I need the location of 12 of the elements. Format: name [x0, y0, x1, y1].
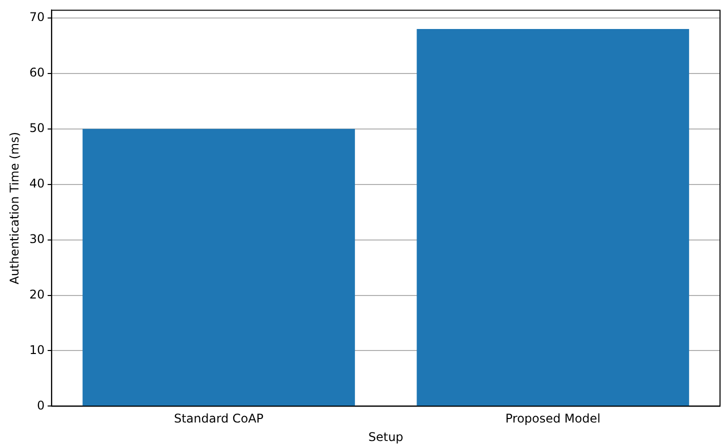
- y-tick-label: 30: [29, 232, 45, 246]
- x-tick-label: Standard CoAP: [174, 412, 264, 426]
- y-tick-label: 50: [29, 121, 45, 136]
- y-tick-label: 0: [37, 398, 45, 412]
- y-tick-label: 40: [29, 176, 45, 190]
- y-tick-label: 70: [29, 10, 45, 24]
- x-axis-title: Setup: [368, 430, 404, 444]
- y-tick-label: 10: [29, 342, 45, 357]
- y-axis-title: Authentication Time (ms): [7, 132, 22, 284]
- y-tick-label: 20: [29, 287, 45, 302]
- y-tick-label: 60: [29, 66, 45, 80]
- x-tick-label: Proposed Model: [505, 412, 600, 426]
